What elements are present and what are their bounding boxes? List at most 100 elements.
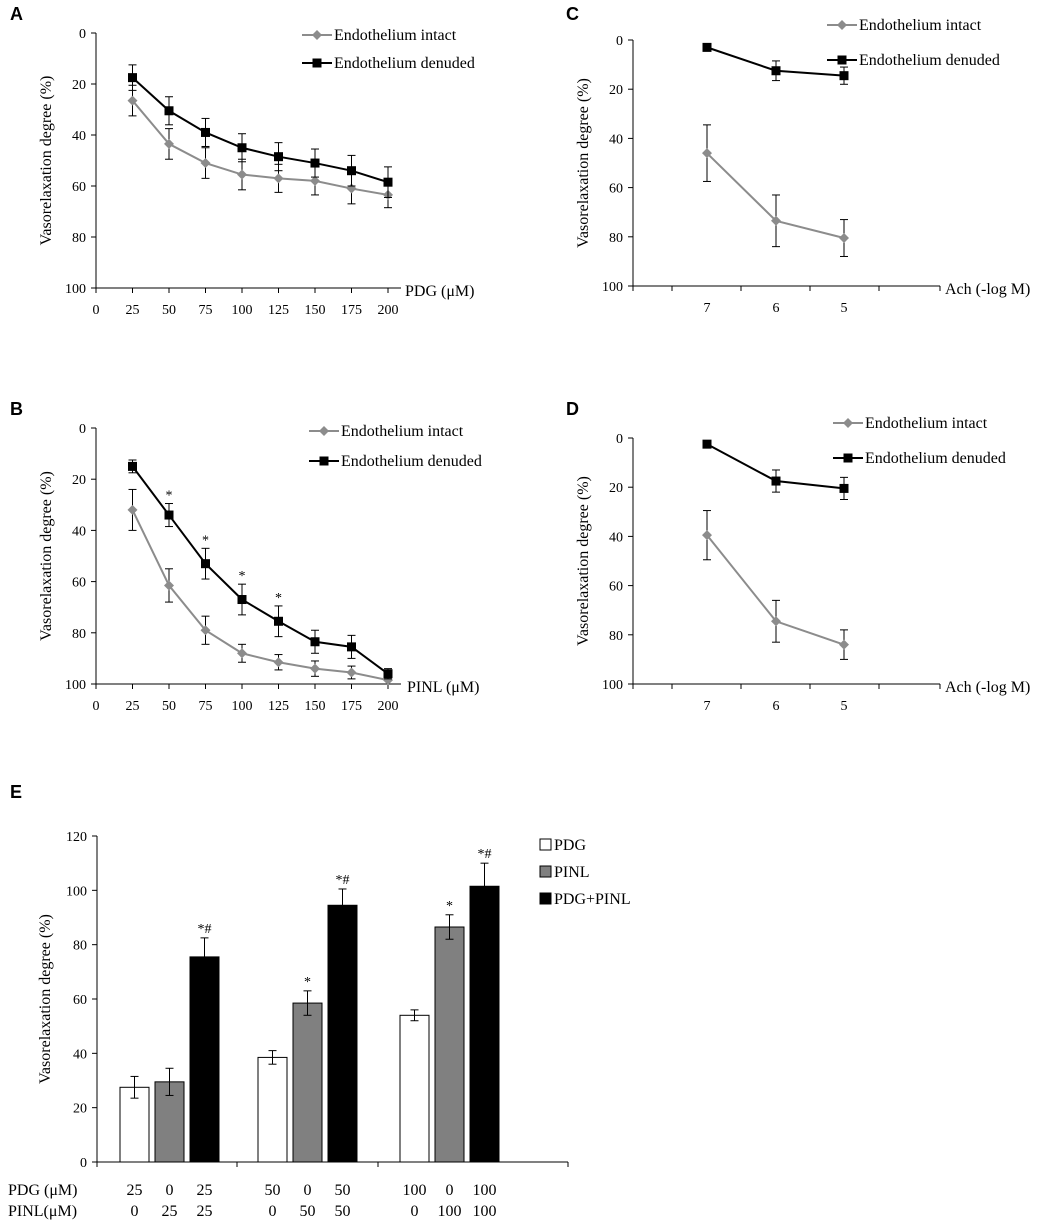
bar — [119, 1086, 150, 1163]
pinl-value: 100 — [438, 1203, 462, 1220]
data-point — [127, 95, 138, 106]
data-point — [771, 215, 781, 226]
pdg-value: 100 — [473, 1182, 497, 1199]
y-axis-label: Vasorelaxation degree (%) — [38, 471, 55, 641]
data-point — [839, 639, 849, 650]
legend-label: PDG — [554, 837, 586, 854]
significance-marker: * — [304, 975, 311, 990]
data-point — [127, 504, 138, 515]
y-tick-label: 60 — [72, 576, 86, 591]
y-tick-label: 20 — [609, 83, 623, 98]
bar — [434, 926, 465, 1163]
legend-swatch — [539, 892, 552, 905]
legend-label: Endothelium denuded — [859, 52, 1000, 69]
data-point — [383, 669, 393, 679]
data-point — [702, 530, 712, 541]
data-point — [164, 106, 174, 116]
x-tick-label: 0 — [93, 303, 100, 318]
bar — [469, 885, 500, 1163]
series-endothelium-intact — [127, 84, 393, 209]
series-line — [131, 99, 389, 196]
x-tick-label: 50 — [162, 699, 176, 714]
legend-swatch — [539, 865, 552, 878]
data-point — [839, 233, 849, 244]
x-tick-label: 5 — [841, 699, 848, 714]
series-endothelium-denuded — [128, 64, 393, 198]
data-point — [839, 483, 849, 493]
y-tick-label: 40 — [609, 132, 623, 147]
x-axis-label: PDG (μM) — [405, 283, 474, 300]
legend-marker — [843, 453, 853, 463]
data-point — [839, 71, 849, 81]
panel-label: C — [566, 4, 579, 24]
data-point — [200, 625, 211, 636]
legend-marker — [837, 55, 847, 65]
x-tick-label: 125 — [268, 303, 289, 318]
pinl-value: 0 — [269, 1203, 277, 1220]
y-tick-label: 40 — [609, 530, 623, 545]
bar — [189, 956, 220, 1163]
data-point — [237, 169, 247, 180]
legend-marker — [312, 30, 322, 40]
significance-marker: * — [239, 569, 246, 584]
data-point — [128, 461, 137, 471]
data-point — [310, 637, 320, 647]
legend-marker — [319, 426, 329, 436]
y-tick-label: 100 — [65, 678, 86, 693]
legend-label: Endothelium intact — [341, 423, 464, 440]
pdg-value: 0 — [304, 1182, 312, 1199]
data-point — [273, 657, 284, 668]
legend-marker — [319, 456, 329, 466]
legend-label: PINL — [554, 864, 590, 881]
y-tick-label: 80 — [609, 231, 623, 246]
x-tick-label: 6 — [773, 301, 780, 316]
data-point — [771, 616, 781, 627]
row-label-pdg: PDG (μM) — [8, 1182, 77, 1199]
data-point — [383, 177, 393, 187]
x-tick-label: 25 — [126, 699, 140, 714]
legend-label: Endothelium intact — [859, 17, 982, 34]
data-point — [310, 663, 320, 674]
x-tick-label: 200 — [378, 303, 399, 318]
chart-panel-d: D 0 20 40 60 80 100 7 6 5 Vasorelaxation degree (%… — [566, 399, 1030, 714]
significance-marker: *# — [336, 873, 350, 888]
bar — [292, 1002, 323, 1163]
significance-marker: * — [202, 533, 209, 548]
y-tick-label: 0 — [616, 34, 623, 49]
data-point — [201, 559, 210, 569]
y-tick-label: 100 — [602, 678, 623, 693]
data-point — [237, 595, 247, 605]
pdg-value: 50 — [265, 1182, 281, 1199]
y-axis-label: Vasorelaxation degree (%) — [38, 76, 55, 246]
y-tick-label: 100 — [602, 280, 623, 295]
series-line — [131, 465, 389, 675]
series-endothelium-intact — [702, 510, 849, 660]
x-tick-label: 175 — [341, 303, 362, 318]
x-tick-label: 6 — [773, 699, 780, 714]
data-point — [771, 66, 781, 76]
x-axis-label: PINL (μM) — [407, 679, 479, 696]
data-point — [274, 616, 283, 626]
series-line — [131, 509, 389, 682]
y-tick-label: 60 — [609, 580, 623, 595]
data-point — [702, 42, 712, 52]
x-tick-label: 100 — [232, 303, 253, 318]
row-label-pinl: PINL(μM) — [8, 1203, 77, 1220]
significance-marker: * — [446, 899, 453, 914]
data-point — [164, 138, 174, 149]
data-point — [164, 510, 174, 520]
bar — [327, 904, 358, 1163]
pinl-value: 50 — [300, 1203, 316, 1220]
data-point — [346, 667, 357, 678]
y-tick-label: 80 — [609, 629, 623, 644]
pinl-value: 100 — [473, 1203, 497, 1220]
data-point — [347, 166, 356, 176]
data-point — [237, 143, 247, 153]
y-tick-label: 120 — [66, 830, 87, 845]
series-endothelium-denuded — [702, 42, 849, 85]
legend-label: Endothelium denuded — [334, 55, 475, 72]
chart-panel-c: C 0 20 40 60 80 100 7 6 5 Vasorelaxation degree (%… — [566, 4, 1030, 316]
y-tick-label: 60 — [73, 993, 87, 1008]
series-endothelium-denuded: * * * * — [128, 459, 393, 680]
pdg-value: 0 — [166, 1182, 174, 1199]
